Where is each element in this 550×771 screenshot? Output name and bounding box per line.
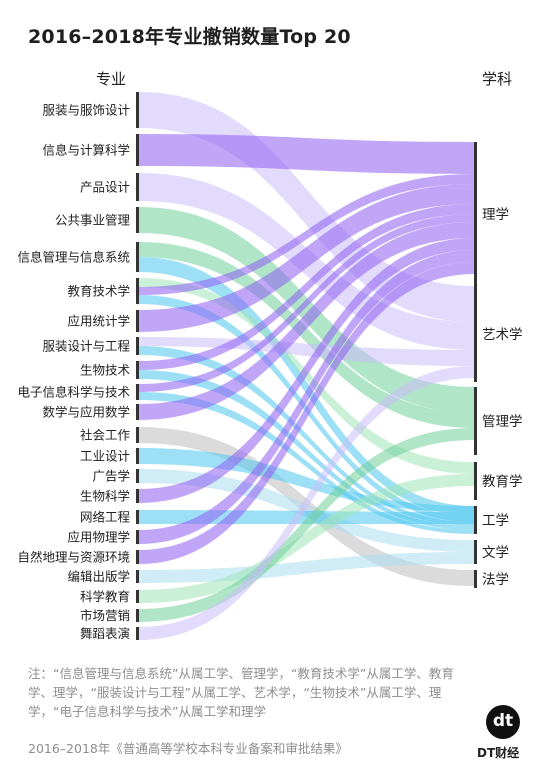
major-label-2: 产品设计 <box>80 180 130 195</box>
major-node-5 <box>136 278 139 304</box>
major-label-1: 信息与计算科学 <box>42 143 130 158</box>
sankey-diagram: 服装与服饰设计信息与计算科学产品设计公共事业管理信息管理与信息系统教育技术学应用… <box>17 92 523 642</box>
major-label-17: 自然地理与资源环境 <box>17 550 130 565</box>
discipline-node-4 <box>474 506 477 534</box>
flow-11 <box>139 346 474 526</box>
logo-glyph: dt <box>492 711 514 731</box>
major-label-10: 数学与应用数学 <box>42 405 130 420</box>
flow-26 <box>139 428 474 622</box>
major-label-0: 服装与服饰设计 <box>42 103 130 118</box>
flows-layer <box>139 92 474 640</box>
major-node-3 <box>136 207 139 233</box>
flow-23 <box>139 262 474 564</box>
discipline-label-2: 管理学 <box>482 414 523 430</box>
major-node-13 <box>136 469 139 483</box>
major-node-6 <box>136 310 139 332</box>
major-label-16: 应用物理学 <box>67 530 130 545</box>
major-label-4: 信息管理与信息系统 <box>17 250 130 265</box>
flow-10 <box>139 337 474 366</box>
flow-19 <box>139 469 474 552</box>
discipline-node-3 <box>474 462 477 500</box>
major-labels-layer: 服装与服饰设计信息与计算科学产品设计公共事业管理信息管理与信息系统教育技术学应用… <box>17 103 130 642</box>
majors-header: 专业 <box>96 70 127 88</box>
discipline-label-3: 教育学 <box>482 474 523 490</box>
discipline-node-0 <box>474 142 477 286</box>
major-node-8 <box>136 361 139 379</box>
flow-15 <box>139 392 474 534</box>
discipline-nodes-layer <box>474 142 477 588</box>
flow-14 <box>139 214 474 392</box>
major-label-19: 科学教育 <box>80 589 130 604</box>
major-node-19 <box>136 590 139 603</box>
major-node-12 <box>136 448 139 464</box>
flow-9 <box>139 184 474 332</box>
major-node-21 <box>136 627 139 640</box>
major-label-8: 生物技术 <box>80 363 131 378</box>
logo-text: DT财经 <box>477 746 520 760</box>
major-node-11 <box>136 427 139 443</box>
discipline-label-1: 艺术学 <box>482 327 523 343</box>
major-node-14 <box>136 489 139 503</box>
source-line: 2016–2018年《普通高等学校本科专业备案和审批结果》 <box>28 741 348 756</box>
flow-20 <box>139 238 474 503</box>
major-label-20: 市场营销 <box>80 608 130 623</box>
major-label-5: 教育技术学 <box>67 284 130 299</box>
discipline-node-2 <box>474 387 477 455</box>
major-node-16 <box>136 530 139 544</box>
major-label-14: 生物科学 <box>80 489 130 504</box>
chart-title: 2016–2018年专业撤销数量Top 20 <box>28 26 351 48</box>
discipline-label-0: 理学 <box>482 207 509 223</box>
major-label-3: 公共事业管理 <box>55 213 131 228</box>
disciplines-header: 学科 <box>482 70 513 88</box>
discipline-label-6: 法学 <box>482 572 509 588</box>
discipline-label-4: 工学 <box>482 513 509 529</box>
flow-25 <box>139 474 474 603</box>
flow-16 <box>139 222 474 420</box>
flow-22 <box>139 250 474 544</box>
major-node-10 <box>136 404 139 420</box>
major-node-7 <box>136 337 139 355</box>
discipline-node-6 <box>474 570 477 588</box>
major-label-7: 服装设计与工程 <box>42 339 130 354</box>
major-label-13: 广告学 <box>92 469 130 484</box>
major-nodes-layer <box>136 92 139 640</box>
flow-3 <box>139 207 474 413</box>
major-node-20 <box>136 609 139 622</box>
major-node-2 <box>136 173 139 201</box>
major-label-12: 工业设计 <box>80 449 130 464</box>
flow-13 <box>139 370 474 530</box>
major-node-18 <box>136 570 139 583</box>
dt-logo-icon: dt <box>486 705 520 739</box>
flow-4 <box>139 242 474 428</box>
major-node-17 <box>136 550 139 564</box>
major-label-11: 社会工作 <box>80 428 131 443</box>
flow-1 <box>139 134 474 174</box>
major-label-9: 电子信息科学与技术 <box>17 385 130 400</box>
major-node-15 <box>136 510 139 524</box>
flow-0 <box>139 92 474 322</box>
major-label-18: 编辑出版学 <box>67 569 130 584</box>
flow-24 <box>139 552 474 583</box>
discipline-node-5 <box>474 540 477 564</box>
major-label-6: 应用统计学 <box>67 314 130 329</box>
flow-7 <box>139 174 474 295</box>
discipline-node-1 <box>474 286 477 382</box>
major-node-4 <box>136 242 139 272</box>
major-label-21: 舞蹈表演 <box>80 626 130 641</box>
major-node-9 <box>136 384 139 400</box>
flow-27 <box>139 366 474 640</box>
discipline-label-5: 文学 <box>482 545 509 561</box>
flow-12 <box>139 204 474 370</box>
major-node-1 <box>136 134 139 166</box>
major-node-0 <box>136 92 139 128</box>
footnote: 注：“信息管理与信息系统”从属工学、管理学，“教育技术学”从属工学、教育学、理学… <box>28 666 454 719</box>
flow-5 <box>139 257 474 516</box>
major-label-15: 网络工程 <box>80 510 131 525</box>
